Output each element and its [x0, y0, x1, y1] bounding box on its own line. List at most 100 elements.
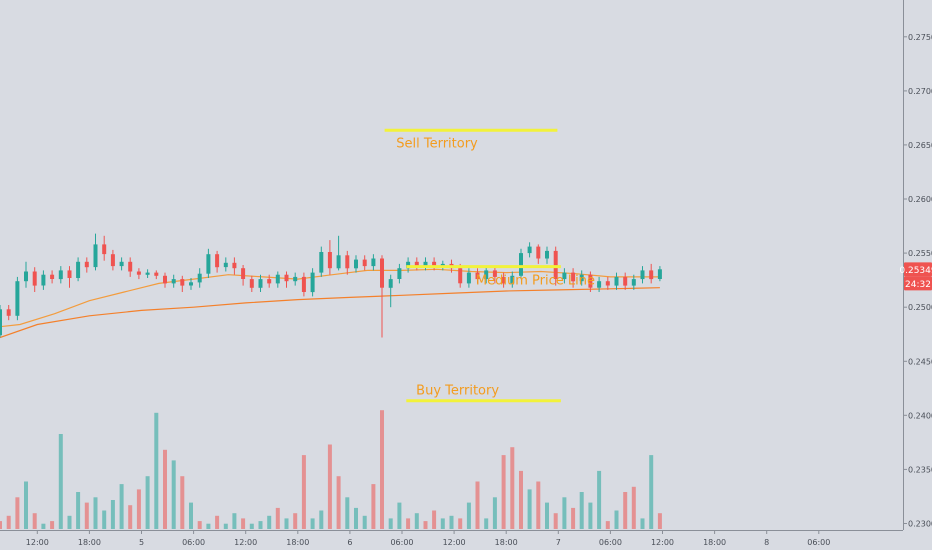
volume-bar	[631, 486, 636, 529]
candle-body	[232, 262, 237, 269]
candle-body	[571, 272, 576, 282]
candle-body	[466, 272, 471, 284]
candle	[362, 255, 367, 271]
candle	[119, 257, 124, 271]
candle-body	[562, 272, 567, 280]
volume-bar	[432, 510, 437, 529]
candle	[406, 257, 411, 273]
candle	[397, 263, 402, 284]
volume-bar	[484, 518, 489, 529]
volume-bar	[284, 518, 289, 529]
candle	[206, 248, 211, 278]
x-tick-label: 8	[764, 538, 769, 547]
candle-body	[58, 270, 63, 280]
candle	[15, 276, 20, 321]
volume-bar	[501, 455, 506, 529]
candle-body	[319, 252, 324, 273]
y-tick-label: 0.27500	[908, 33, 932, 42]
candle-body	[527, 246, 532, 254]
ma-slow-line	[0, 287, 660, 339]
candle	[24, 261, 28, 288]
candle-body	[258, 279, 263, 288]
candle-body	[388, 279, 393, 288]
x-tick-label: 12:00	[26, 538, 49, 547]
y-tick-label: 0.26000	[908, 195, 932, 204]
candle-body	[110, 254, 115, 267]
volume-bar	[449, 515, 454, 529]
x-tick-label: 18:00	[286, 538, 309, 547]
candle	[275, 271, 280, 288]
price-axis[interactable]: 0.27500 0.27000 0.26500 0.26000 0.25500 0.250…	[903, 33, 932, 529]
volume-bar	[579, 492, 584, 529]
y-tick-label: 0.23500	[908, 465, 932, 474]
candle-body	[545, 250, 549, 259]
candle-body	[458, 268, 463, 284]
candle-body	[171, 279, 176, 284]
candle	[76, 257, 81, 282]
volume-bar	[649, 455, 654, 529]
candle-body	[128, 261, 133, 272]
x-tick-label: 06:00	[807, 538, 830, 547]
volume-bar	[545, 502, 549, 529]
volume-bar	[128, 505, 133, 529]
candle	[163, 272, 167, 288]
y-tick-label: 0.24000	[908, 411, 932, 420]
candle-body	[145, 272, 150, 275]
candle-body	[484, 270, 489, 280]
volume-bar	[406, 518, 411, 529]
volume-bar	[414, 513, 419, 529]
volume-bar	[189, 502, 193, 529]
time-axis[interactable]: 12:00 18:00 5 06:00 12:00 18:00 6 06:00 12:00 18:…	[26, 530, 831, 547]
candle-body	[657, 269, 662, 279]
volume-bar	[145, 476, 150, 529]
volume-bar	[15, 497, 20, 529]
candle-body	[553, 250, 558, 279]
volume-bar	[614, 510, 619, 529]
candle	[41, 270, 46, 290]
candle	[145, 269, 150, 278]
candle-body	[380, 258, 384, 288]
x-tick-label: 6	[347, 538, 352, 547]
candle-body	[510, 275, 515, 284]
candle	[579, 270, 584, 286]
volume-bar	[536, 481, 541, 529]
volume-bar	[293, 513, 298, 529]
volume-bar	[571, 507, 576, 529]
candle	[180, 275, 185, 292]
candle	[414, 257, 419, 271]
last-price-badge	[904, 262, 932, 277]
candle-body	[597, 281, 602, 288]
volume-bar	[258, 521, 263, 529]
volume-bar	[605, 521, 610, 529]
candle	[84, 257, 89, 273]
volume-bar	[336, 476, 341, 529]
candle-body	[206, 254, 211, 274]
candle	[284, 271, 289, 288]
candle-body	[475, 272, 480, 280]
annotation-label: Sell Territory	[396, 136, 478, 151]
volume-bar	[102, 510, 107, 529]
candle	[475, 268, 480, 284]
candle	[0, 305, 2, 338]
candle	[154, 270, 159, 280]
candle	[197, 268, 202, 288]
candle-body	[76, 261, 81, 278]
candle	[649, 263, 654, 284]
ma-fast-line	[0, 268, 660, 328]
candle	[32, 267, 37, 292]
volume-bar	[136, 489, 141, 529]
volume-bar	[93, 497, 98, 529]
volume-bar	[50, 521, 55, 529]
candle-body	[605, 281, 610, 286]
candle-body	[371, 258, 376, 267]
x-tick-label: 06:00	[182, 538, 205, 547]
candle-body	[15, 281, 20, 316]
volume-bar	[458, 518, 463, 529]
candle	[605, 276, 610, 290]
volume-bar	[327, 444, 332, 529]
candle	[492, 266, 497, 284]
candle	[571, 268, 576, 288]
candle	[50, 270, 55, 284]
volume-bar	[527, 489, 532, 529]
